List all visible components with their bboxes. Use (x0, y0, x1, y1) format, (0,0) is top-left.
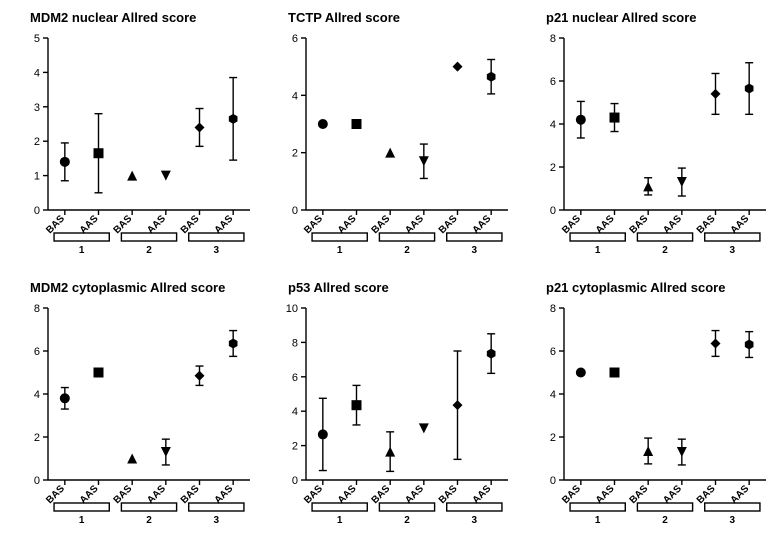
chart-svg: 02468BASAASBASAASBASAAS123 (10, 298, 258, 538)
svg-text:1: 1 (595, 245, 601, 256)
svg-text:1: 1 (595, 515, 601, 526)
svg-text:0: 0 (292, 475, 298, 487)
svg-text:8: 8 (292, 337, 298, 349)
svg-text:6: 6 (292, 371, 298, 383)
chart-title: MDM2 nuclear Allred score (10, 10, 258, 28)
svg-text:2: 2 (662, 245, 668, 256)
svg-text:4: 4 (292, 406, 298, 418)
svg-text:2: 2 (292, 148, 298, 160)
svg-text:2: 2 (146, 245, 152, 256)
svg-text:5: 5 (34, 33, 40, 45)
chart-svg: 0246BASAASBASAASBASAAS123 (268, 28, 516, 268)
svg-text:3: 3 (214, 245, 220, 256)
chart-svg: 0246810BASAASBASAASBASAAS123 (268, 298, 516, 538)
svg-text:6: 6 (550, 76, 556, 88)
svg-text:4: 4 (34, 389, 40, 401)
svg-text:0: 0 (34, 205, 40, 217)
svg-text:10: 10 (286, 303, 298, 315)
chart-svg: 02468BASAASBASAASBASAAS123 (526, 28, 774, 268)
svg-text:0: 0 (550, 475, 556, 487)
chart-panel: p53 Allred score0246810BASAASBASAASBASAA… (268, 280, 516, 540)
svg-text:8: 8 (34, 303, 40, 315)
chart-svg: 02468BASAASBASAASBASAAS123 (526, 298, 774, 538)
chart-title: MDM2 cytoplasmic Allred score (10, 280, 258, 298)
svg-text:1: 1 (337, 245, 343, 256)
chart-panel: MDM2 cytoplasmic Allred score02468BASAAS… (10, 280, 258, 540)
svg-text:3: 3 (34, 102, 40, 114)
svg-text:3: 3 (730, 515, 736, 526)
svg-text:6: 6 (550, 346, 556, 358)
svg-text:2: 2 (550, 432, 556, 444)
chart-grid: MDM2 nuclear Allred score012345BASAASBAS… (10, 10, 770, 539)
chart-title: p53 Allred score (268, 280, 516, 298)
svg-text:3: 3 (730, 245, 736, 256)
svg-text:3: 3 (214, 515, 220, 526)
svg-text:3: 3 (472, 245, 478, 256)
svg-text:8: 8 (550, 33, 556, 45)
svg-text:4: 4 (550, 119, 556, 131)
svg-text:2: 2 (34, 136, 40, 148)
svg-text:1: 1 (34, 171, 40, 183)
svg-text:2: 2 (34, 432, 40, 444)
svg-text:0: 0 (292, 205, 298, 217)
svg-text:2: 2 (404, 245, 410, 256)
svg-text:1: 1 (79, 515, 85, 526)
chart-title: TCTP Allred score (268, 10, 516, 28)
svg-text:0: 0 (550, 205, 556, 217)
chart-panel: MDM2 nuclear Allred score012345BASAASBAS… (10, 10, 258, 270)
svg-text:6: 6 (34, 346, 40, 358)
chart-panel: p21 nuclear Allred score02468BASAASBASAA… (526, 10, 774, 270)
chart-title: p21 nuclear Allred score (526, 10, 774, 28)
svg-text:3: 3 (472, 515, 478, 526)
svg-text:2: 2 (146, 515, 152, 526)
svg-text:1: 1 (79, 245, 85, 256)
svg-text:8: 8 (550, 303, 556, 315)
chart-panel: TCTP Allred score0246BASAASBASAASBASAAS1… (268, 10, 516, 270)
chart-svg: 012345BASAASBASAASBASAAS123 (10, 28, 258, 268)
svg-text:2: 2 (550, 162, 556, 174)
svg-text:2: 2 (404, 515, 410, 526)
svg-text:2: 2 (662, 515, 668, 526)
chart-panel: p21 cytoplasmic Allred score02468BASAASB… (526, 280, 774, 540)
svg-text:4: 4 (34, 67, 40, 79)
svg-text:4: 4 (550, 389, 556, 401)
svg-text:6: 6 (292, 33, 298, 45)
svg-text:4: 4 (292, 90, 298, 102)
chart-title: p21 cytoplasmic Allred score (526, 280, 774, 298)
svg-text:2: 2 (292, 440, 298, 452)
svg-text:1: 1 (337, 515, 343, 526)
svg-text:0: 0 (34, 475, 40, 487)
